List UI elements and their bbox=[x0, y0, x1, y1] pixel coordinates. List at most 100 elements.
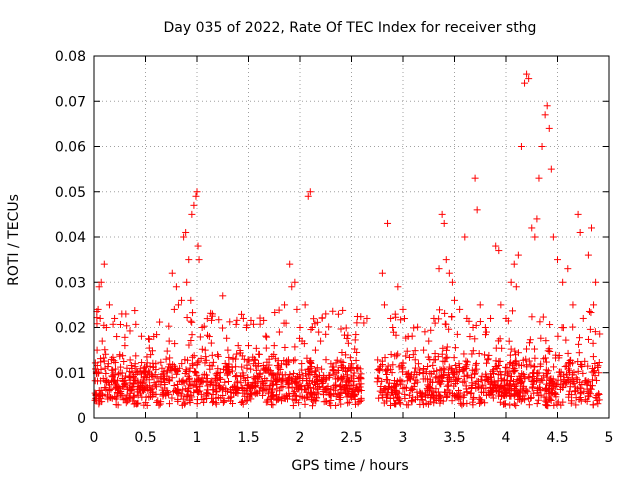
data-point bbox=[591, 328, 599, 336]
data-point bbox=[419, 370, 427, 378]
data-point bbox=[294, 384, 302, 392]
data-point bbox=[95, 283, 103, 291]
data-point bbox=[546, 375, 554, 383]
y-tick-label: 0.08 bbox=[55, 49, 86, 65]
data-point bbox=[406, 353, 414, 361]
data-point bbox=[247, 365, 255, 373]
data-point bbox=[587, 224, 595, 232]
data-point bbox=[111, 371, 119, 379]
data-point bbox=[119, 382, 127, 390]
data-point bbox=[430, 368, 438, 376]
data-point bbox=[301, 400, 309, 408]
data-point bbox=[554, 398, 562, 406]
data-point bbox=[199, 377, 207, 385]
data-point bbox=[566, 356, 574, 364]
data-point bbox=[254, 378, 262, 386]
data-point bbox=[574, 367, 582, 375]
data-point bbox=[143, 359, 151, 367]
data-point bbox=[247, 391, 255, 399]
data-point bbox=[492, 344, 500, 352]
data-point bbox=[118, 310, 126, 318]
data-point bbox=[437, 396, 445, 404]
data-point bbox=[134, 377, 142, 385]
data-point bbox=[142, 362, 150, 370]
data-point bbox=[337, 357, 345, 365]
data-point bbox=[411, 356, 419, 364]
data-point bbox=[559, 324, 567, 332]
data-point bbox=[574, 358, 582, 366]
data-point bbox=[243, 382, 251, 390]
data-point bbox=[475, 394, 483, 402]
data-point bbox=[316, 371, 324, 379]
data-point bbox=[550, 401, 558, 409]
data-point bbox=[390, 328, 398, 336]
data-point bbox=[577, 397, 585, 405]
data-point bbox=[510, 260, 518, 268]
data-point bbox=[538, 143, 546, 150]
data-point bbox=[552, 393, 560, 401]
data-point bbox=[393, 394, 401, 402]
data-point bbox=[145, 335, 153, 343]
data-point bbox=[407, 375, 415, 383]
data-point bbox=[468, 374, 476, 382]
data-point bbox=[512, 402, 520, 410]
data-point bbox=[298, 360, 306, 368]
data-point bbox=[165, 400, 173, 408]
data-point bbox=[525, 401, 533, 409]
data-point bbox=[443, 391, 451, 399]
data-point bbox=[391, 377, 399, 385]
data-point bbox=[584, 335, 592, 343]
data-point bbox=[408, 384, 416, 392]
data-point bbox=[182, 228, 190, 236]
data-point bbox=[394, 283, 402, 291]
data-point bbox=[102, 324, 110, 331]
data-point bbox=[236, 347, 244, 355]
data-point bbox=[230, 382, 238, 390]
data-point bbox=[238, 363, 246, 371]
data-point bbox=[145, 335, 153, 343]
data-point bbox=[214, 352, 222, 360]
data-point bbox=[193, 386, 201, 394]
data-point bbox=[451, 370, 459, 378]
data-point bbox=[188, 331, 196, 339]
data-point bbox=[510, 400, 518, 408]
data-point bbox=[408, 398, 416, 406]
data-point bbox=[322, 330, 330, 338]
data-point bbox=[443, 346, 451, 354]
data-point bbox=[225, 353, 233, 361]
x-tick-label: 5 bbox=[605, 430, 614, 446]
data-point bbox=[534, 375, 542, 383]
data-point bbox=[552, 351, 560, 359]
data-point bbox=[565, 391, 573, 399]
data-point bbox=[348, 360, 355, 368]
data-point bbox=[426, 376, 434, 384]
data-point bbox=[421, 328, 429, 336]
data-point bbox=[487, 314, 495, 322]
data-point bbox=[502, 314, 510, 322]
data-point bbox=[114, 390, 122, 398]
data-point bbox=[339, 306, 347, 314]
data-point bbox=[401, 383, 409, 391]
data-point bbox=[360, 319, 368, 327]
data-point bbox=[577, 389, 585, 397]
data-point bbox=[189, 361, 197, 369]
data-point bbox=[478, 372, 486, 380]
data-point bbox=[232, 363, 240, 371]
data-point bbox=[414, 323, 422, 331]
data-point bbox=[329, 366, 337, 374]
data-point bbox=[506, 381, 514, 389]
data-point bbox=[188, 393, 196, 401]
x-axis-title: GPS time / hours bbox=[291, 458, 408, 474]
data-point bbox=[375, 394, 383, 402]
data-point bbox=[567, 399, 575, 407]
data-point bbox=[356, 397, 364, 405]
data-point bbox=[332, 392, 340, 400]
data-point bbox=[463, 399, 471, 407]
data-point bbox=[274, 370, 282, 378]
data-point bbox=[288, 283, 296, 291]
data-point bbox=[203, 375, 211, 383]
data-point bbox=[291, 343, 299, 351]
data-point bbox=[165, 337, 173, 345]
data-point bbox=[396, 400, 404, 408]
y-tick-label: 0.06 bbox=[55, 140, 86, 156]
